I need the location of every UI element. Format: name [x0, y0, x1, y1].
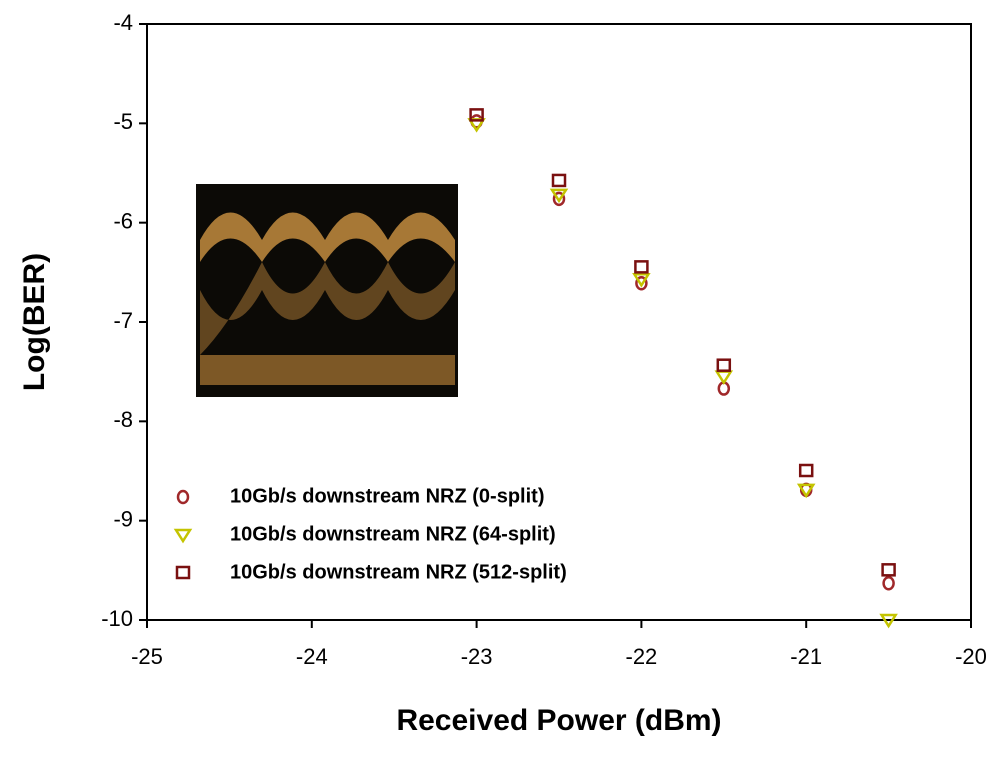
data-point	[718, 360, 730, 371]
y-axis-title: Log(BER)	[18, 253, 51, 391]
legend-marker	[177, 567, 189, 578]
legend-label: 10Gb/s downstream NRZ (64-split)	[230, 523, 556, 545]
data-point	[717, 372, 731, 383]
legend-marker	[178, 491, 188, 503]
data-point	[635, 261, 647, 272]
x-tick-label: -25	[131, 644, 163, 669]
eye-diagram-inset	[196, 184, 458, 397]
legend-label: 10Gb/s downstream NRZ (0-split)	[230, 485, 545, 507]
x-tick-label: -20	[955, 644, 987, 669]
x-tick-label: -24	[296, 644, 328, 669]
data-point	[884, 577, 894, 589]
data-point	[883, 564, 895, 575]
y-tick-label: -6	[113, 208, 133, 233]
y-tick-label: -5	[113, 109, 133, 134]
x-tick-label: -23	[461, 644, 493, 669]
legend-marker	[176, 530, 190, 541]
eye-lower-band	[200, 355, 455, 385]
y-tick-label: -7	[113, 308, 133, 333]
y-tick-label: -9	[113, 506, 133, 531]
y-tick-label: -8	[113, 407, 133, 432]
data-point	[800, 465, 812, 476]
legend-label: 10Gb/s downstream NRZ (512-split)	[230, 561, 567, 583]
x-tick-label: -21	[790, 644, 822, 669]
data-point	[553, 175, 565, 186]
x-tick-label: -22	[626, 644, 658, 669]
x-axis-title: Received Power (dBm)	[396, 704, 721, 737]
chart: Received Power (dBm) Log(BER) -25 -24 -23 -…	[0, 0, 1000, 753]
y-tick-label: -4	[113, 10, 133, 35]
y-tick-label: -10	[101, 606, 133, 631]
